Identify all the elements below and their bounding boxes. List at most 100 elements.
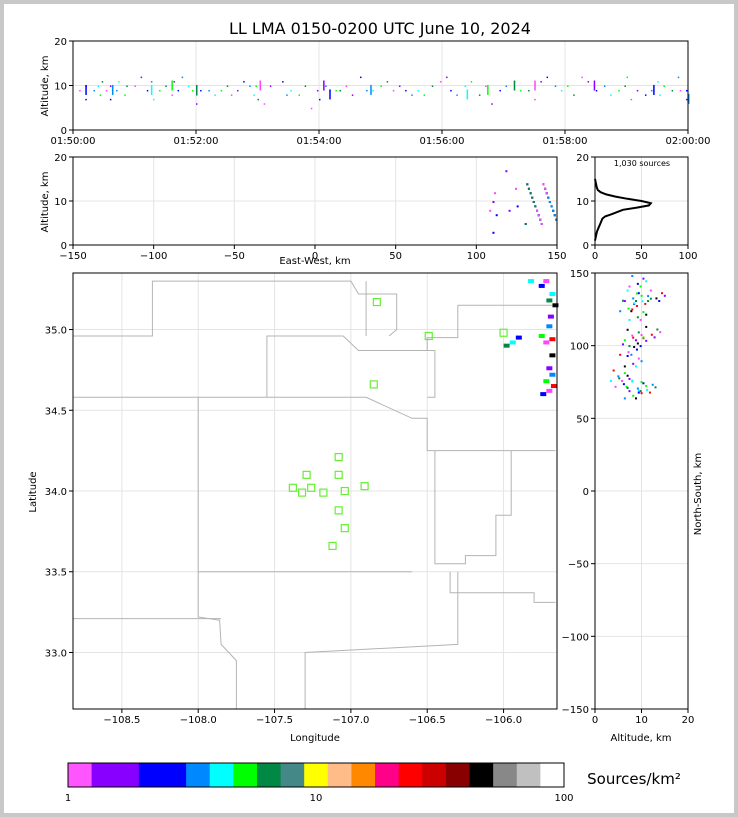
x-tick-label: 02:00:00	[666, 136, 711, 147]
source-point	[316, 89, 319, 92]
colorbar-segment	[493, 763, 518, 787]
x-tick-label: −108.0	[180, 715, 217, 726]
time-yaxis-label: Altitude, km	[40, 56, 51, 117]
source-point	[529, 192, 532, 195]
source-point	[621, 299, 624, 302]
source-point	[505, 170, 508, 173]
source-point	[630, 353, 633, 356]
colorbar-segment	[162, 763, 187, 787]
source-point	[553, 214, 556, 217]
station-marker	[319, 488, 328, 497]
source-point	[632, 394, 635, 397]
source-point	[659, 331, 662, 334]
source-point	[631, 334, 634, 337]
source-point	[640, 360, 643, 363]
source-point	[636, 282, 639, 285]
source-point	[587, 81, 590, 83]
ns-xaxis-label: Altitude, km	[611, 733, 672, 744]
source-point	[621, 343, 624, 346]
source-point	[140, 76, 143, 79]
source-burst	[653, 84, 655, 95]
source-point	[636, 316, 639, 319]
y-tick-label: 10	[576, 197, 589, 208]
y-tick-label: 0	[61, 241, 67, 252]
source-point	[456, 94, 458, 96]
source-point	[527, 187, 530, 190]
source-point	[524, 223, 527, 225]
source-point	[555, 218, 558, 221]
county-border	[434, 450, 512, 565]
source-point	[644, 94, 647, 96]
source-point	[243, 81, 245, 83]
source-point	[152, 98, 155, 101]
source-point	[478, 94, 481, 96]
y-tick-label: 100	[570, 342, 589, 353]
source-point	[546, 388, 553, 393]
source-point	[645, 313, 648, 316]
source-point	[187, 85, 190, 87]
source-point	[515, 187, 518, 190]
source-point	[547, 196, 550, 199]
source-point	[532, 201, 535, 203]
colorbar-segment	[351, 763, 376, 787]
x-tick-label: 01:50:00	[51, 136, 96, 147]
source-point	[640, 381, 643, 384]
source-point	[253, 94, 255, 96]
source-point	[263, 103, 266, 105]
y-tick-label: 20	[54, 153, 67, 164]
source-point	[304, 85, 307, 87]
source-point	[623, 300, 626, 303]
source-point	[538, 283, 545, 288]
source-point	[632, 362, 635, 365]
source-point	[398, 85, 401, 87]
source-point	[405, 89, 407, 92]
source-point	[663, 294, 666, 297]
x-tick-label: 10	[635, 715, 648, 726]
x-tick-label: −107.0	[332, 715, 369, 726]
ns-yaxis-label: North-South, km	[693, 453, 704, 536]
source-point	[654, 386, 657, 389]
source-point	[635, 292, 638, 295]
source-point	[159, 89, 161, 92]
station-marker	[340, 486, 349, 496]
station-marker	[334, 452, 343, 462]
source-point	[609, 379, 612, 382]
source-point	[196, 94, 198, 96]
source-point	[649, 297, 652, 300]
source-point	[537, 214, 540, 217]
source-point	[173, 81, 175, 83]
source-point	[319, 98, 321, 101]
x-tick-label: −50	[224, 251, 245, 262]
source-point	[146, 89, 149, 92]
colorbar-segment	[327, 763, 352, 787]
y-tick-label: 0	[583, 487, 589, 498]
source-burst	[370, 84, 372, 95]
source-point	[625, 385, 628, 388]
source-point	[550, 205, 553, 208]
source-point	[661, 292, 664, 295]
source-point	[639, 318, 642, 321]
source-point	[508, 209, 511, 212]
x-tick-label: −100	[140, 251, 167, 262]
colorbar-tick-label: 1	[65, 793, 71, 804]
source-point	[528, 279, 535, 284]
source-point	[546, 366, 553, 371]
source-point	[634, 397, 637, 400]
colorbar-tick-label: 100	[554, 793, 573, 804]
x-tick-label: 01:58:00	[543, 136, 588, 147]
source-point	[619, 353, 622, 356]
source-point	[543, 379, 550, 384]
source-point	[165, 85, 167, 87]
source-point	[685, 98, 688, 101]
source-point	[636, 89, 639, 92]
source-point	[509, 340, 516, 345]
source-point	[610, 94, 612, 96]
source-point	[208, 89, 210, 92]
source-point	[623, 372, 626, 375]
source-point	[573, 94, 575, 96]
source-point	[325, 85, 327, 87]
source-point	[492, 201, 495, 203]
source-point	[543, 279, 550, 284]
y-tick-label: −50	[568, 560, 589, 571]
source-point	[623, 339, 626, 342]
